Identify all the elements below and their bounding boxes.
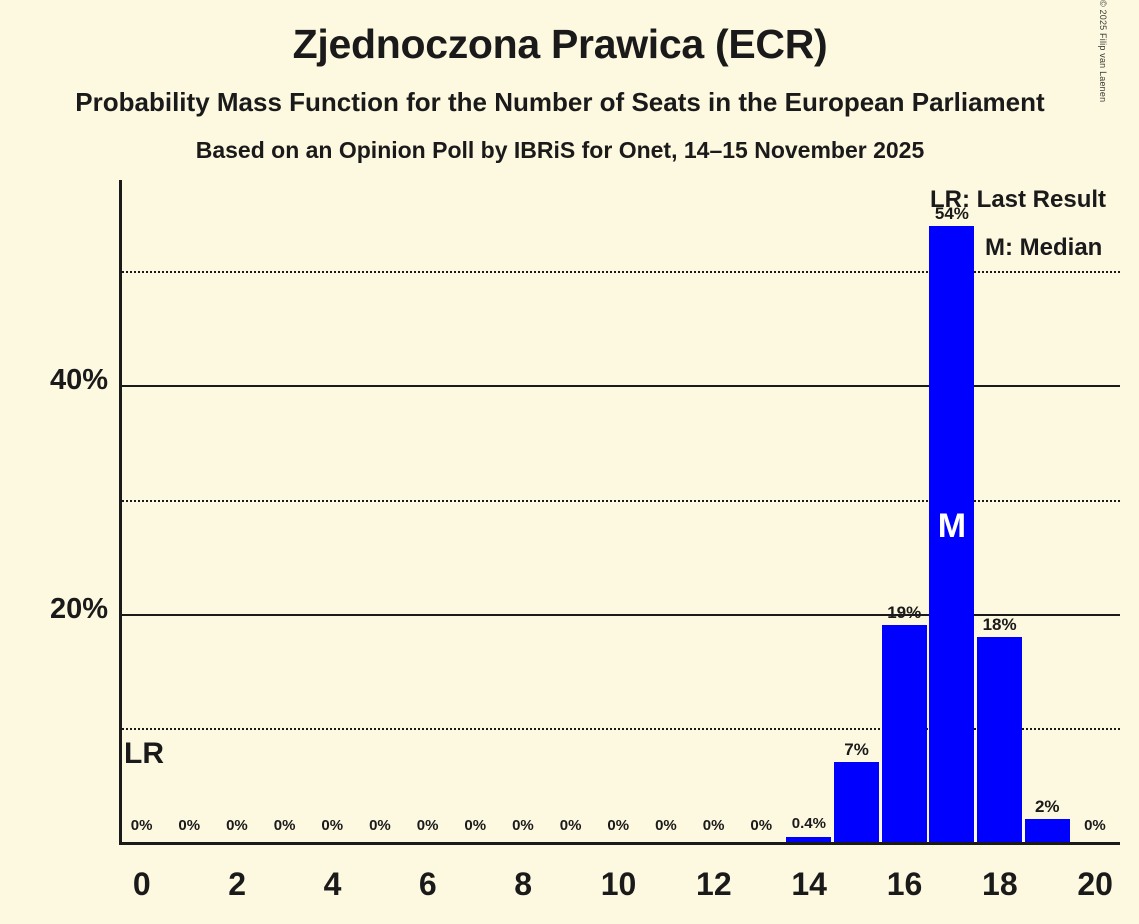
- x-tick-label-12: 12: [696, 866, 732, 902]
- bar-value-label: 0%: [130, 817, 153, 834]
- bar-value-label: 0%: [702, 817, 725, 834]
- bar: [786, 837, 832, 842]
- bar-value-label: 0%: [369, 817, 391, 834]
- bar-value-label: 0.4%: [791, 815, 826, 832]
- legend-last-result: LR: Last Result: [930, 186, 1107, 213]
- x-tick-label-2: 2: [228, 866, 247, 902]
- bar-value-label: 54%: [934, 203, 969, 223]
- gridline-40: [119, 385, 1120, 388]
- median-marker: M: [937, 506, 967, 545]
- y-tick-label-40: 40%: [49, 364, 108, 397]
- bar-value-label: 0%: [607, 817, 630, 834]
- gridline-30: [119, 499, 1120, 502]
- y-axis-line: [119, 180, 122, 845]
- bar-value-label: 0%: [559, 817, 582, 834]
- x-axis-line: [119, 842, 1120, 845]
- bar: [881, 625, 927, 842]
- gridline-20: [119, 613, 1120, 616]
- plot-area: 0% 0% 0% 0% 0% 0% 0% 0% 0% 0% 0% 0% 0% 0% 0.4% 7% 19% M 54…: [119, 180, 1120, 845]
- gridline-50: [119, 271, 1120, 274]
- bar-value-label: 2%: [1034, 797, 1060, 817]
- x-tick-label-10: 10: [600, 866, 637, 902]
- bar-value-label: 0%: [750, 817, 773, 834]
- bar-value-label: 18%: [982, 614, 1017, 634]
- bar-value-label: 0%: [226, 817, 248, 834]
- copyright-notice: © 2025 Filip van Laenen: [1098, 0, 1108, 103]
- bar-value-label: 0%: [178, 817, 201, 834]
- x-tick-label-6: 6: [418, 866, 437, 902]
- bar: [1024, 819, 1070, 842]
- x-tick-label-18: 18: [982, 866, 1018, 902]
- chart-subtitle: Probability Mass Function for the Number…: [75, 87, 1045, 117]
- bar-value-label: 0%: [273, 817, 296, 834]
- bar-value-label: 0%: [321, 817, 344, 834]
- bar-value-label: 7%: [844, 740, 869, 760]
- x-tick-label-20: 20: [1077, 866, 1113, 902]
- y-tick-label-20: 20%: [49, 592, 108, 625]
- bar: M: [929, 225, 975, 842]
- bar-value-label: 0%: [655, 817, 677, 834]
- bar-value-label: 0%: [464, 817, 487, 834]
- bar-value-label: 0%: [416, 817, 439, 834]
- chart-source-note: Based on an Opinion Poll by IBRiS for On…: [195, 137, 925, 163]
- x-tick-label-0: 0: [132, 866, 151, 902]
- bar-value-label: 0%: [512, 817, 534, 834]
- bar-value-label: 0%: [1084, 817, 1106, 834]
- page-title: Zjednoczona Prawica (ECR): [292, 21, 828, 67]
- x-tick-label-8: 8: [514, 866, 533, 902]
- gridline-10: [119, 727, 1120, 730]
- x-tick-label-16: 16: [886, 866, 923, 902]
- x-tick-label-14: 14: [791, 866, 827, 902]
- legend-median: M: Median: [985, 234, 1103, 261]
- bar: [834, 762, 880, 842]
- bar-value-label: 19%: [887, 603, 922, 623]
- last-result-marker: LR: [124, 737, 164, 770]
- bar: [977, 636, 1023, 842]
- x-tick-label-4: 4: [323, 866, 342, 902]
